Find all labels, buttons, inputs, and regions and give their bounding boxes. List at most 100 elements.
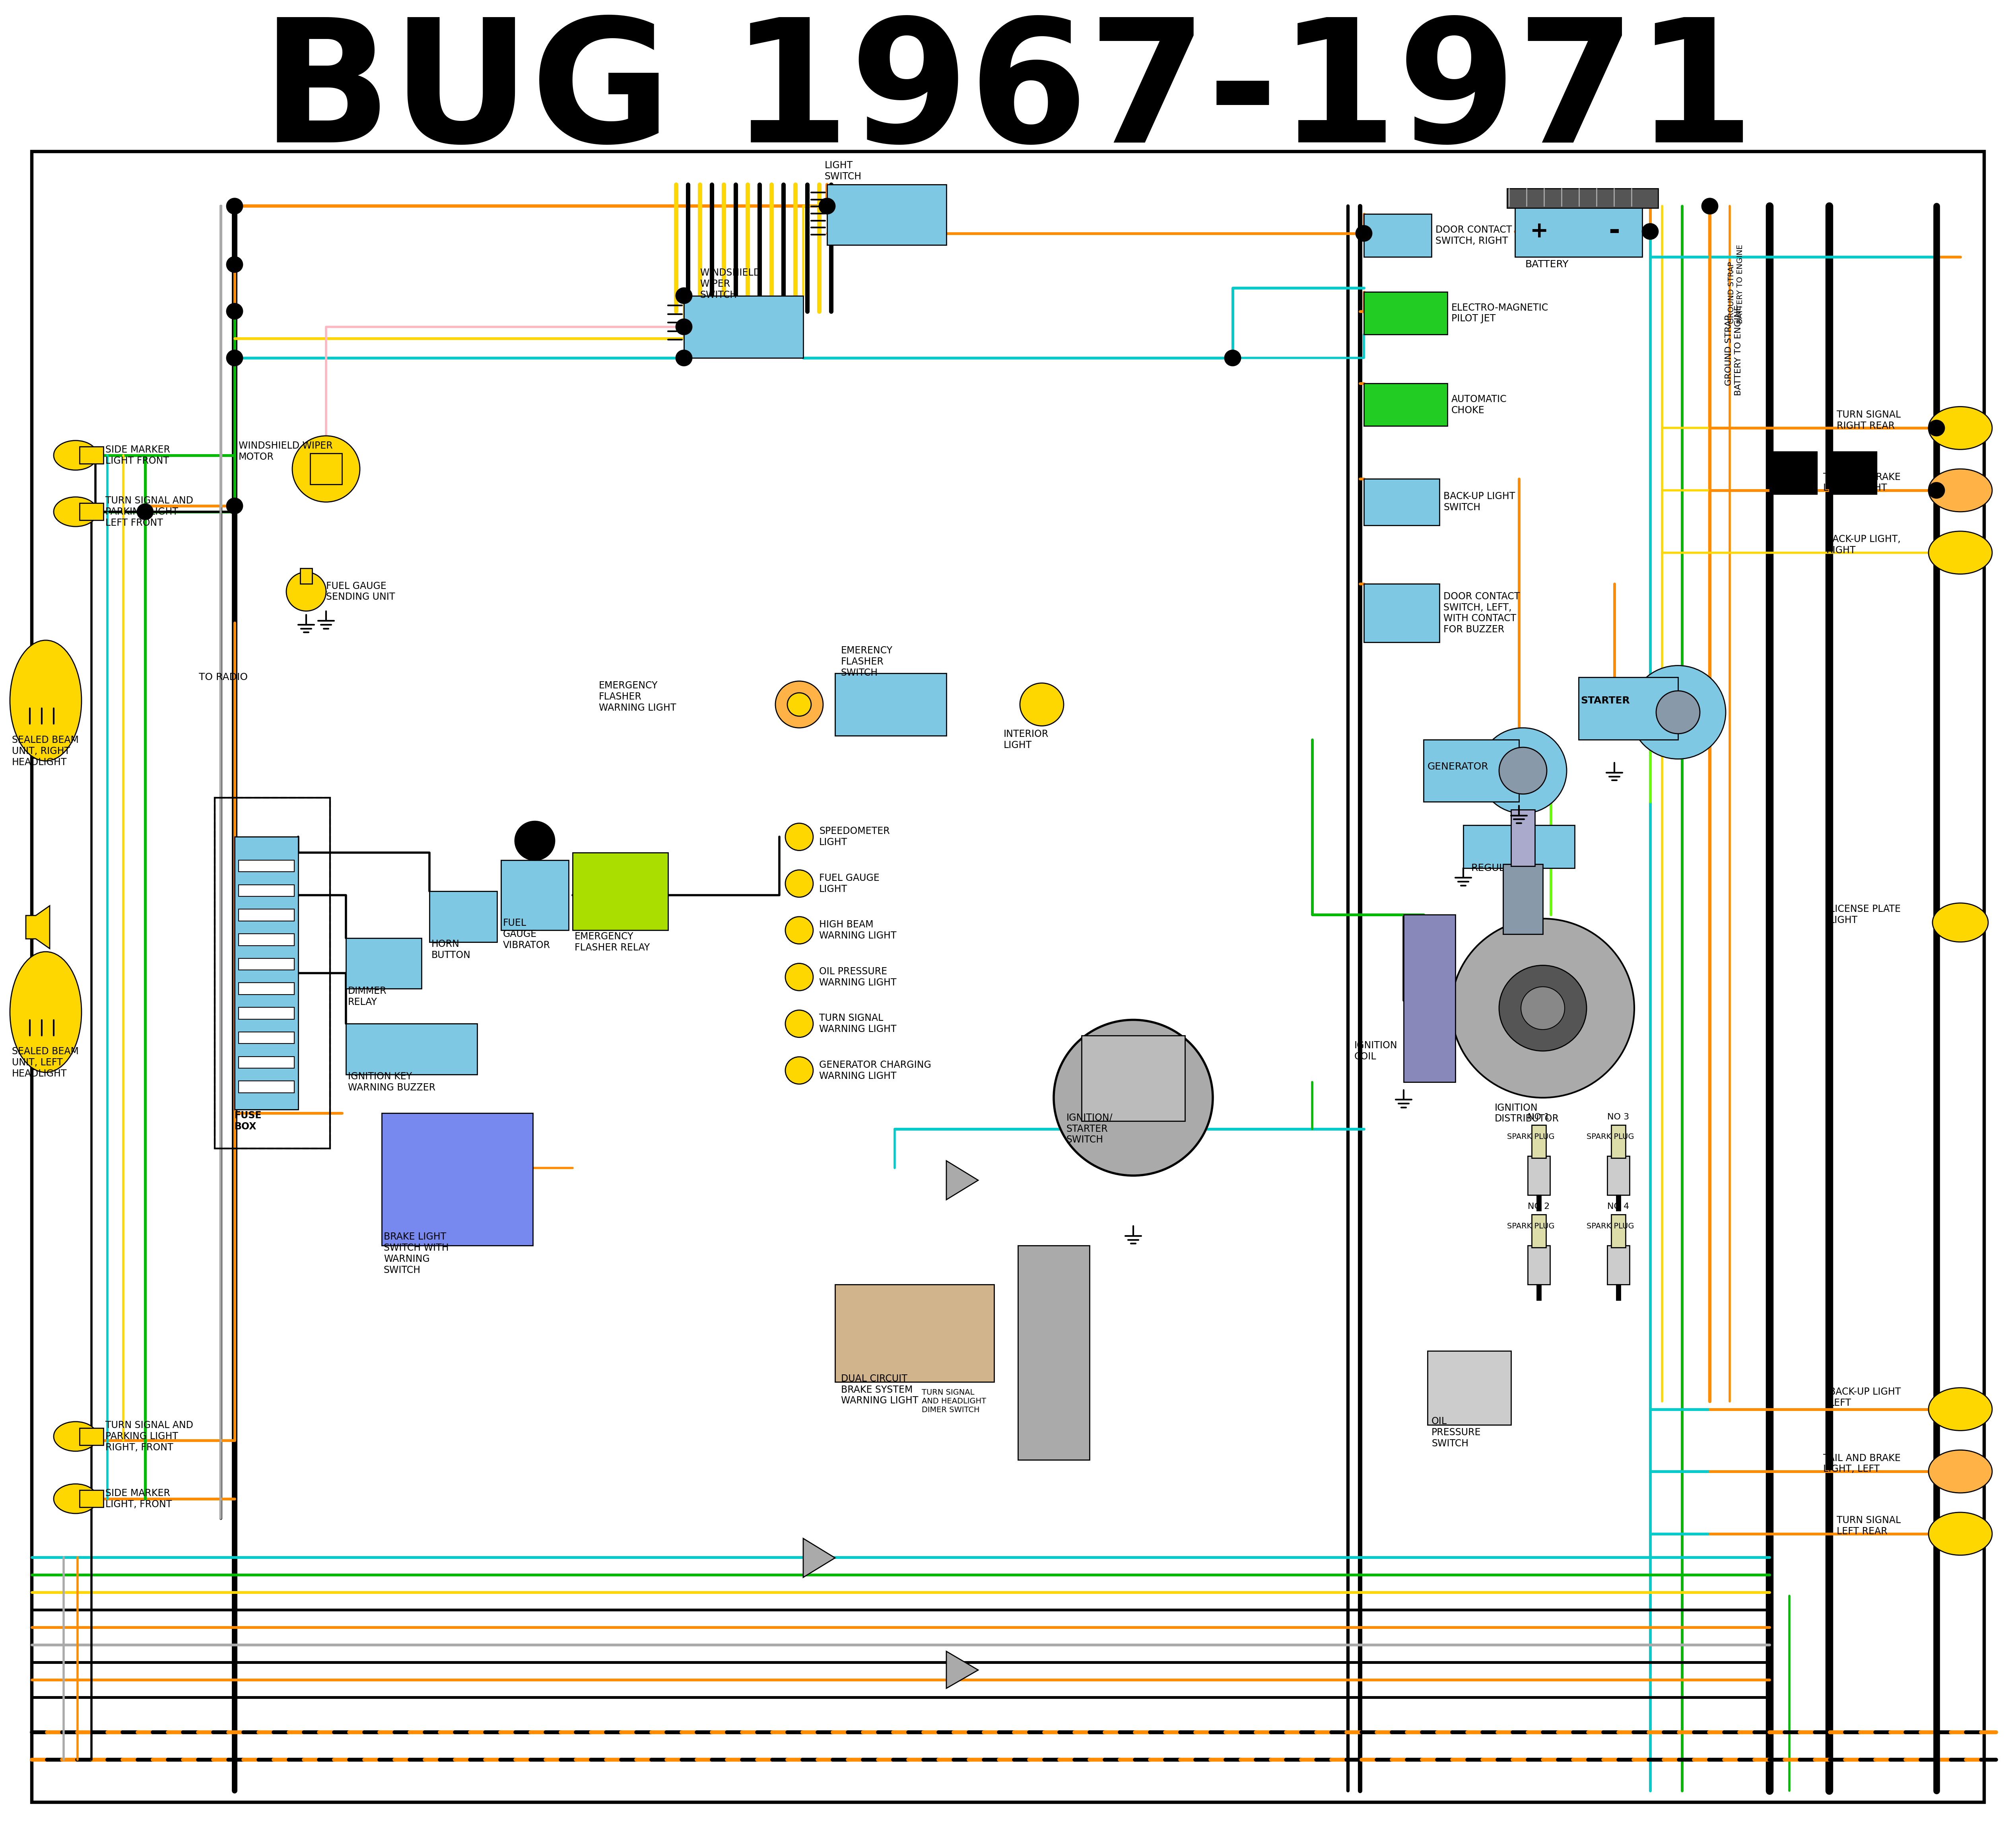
Text: TURN SIGNAL AND
PARKING LIGHT
LEFT FRONT: TURN SIGNAL AND PARKING LIGHT LEFT FRONT	[105, 497, 194, 528]
Text: TURN SIGNAL
RIGHT REAR: TURN SIGNAL RIGHT REAR	[1837, 410, 1901, 430]
Text: LIGHT
SWITCH: LIGHT SWITCH	[825, 161, 861, 181]
FancyBboxPatch shape	[1607, 1246, 1629, 1285]
Text: IGNITION
DISTRIBUTOR: IGNITION DISTRIBUTOR	[1494, 1102, 1558, 1124]
Text: FUEL GAUGE
SENDING UNIT: FUEL GAUGE SENDING UNIT	[327, 581, 395, 602]
Text: ELECTRO-MAGNETIC
PILOT JET: ELECTRO-MAGNETIC PILOT JET	[1452, 303, 1548, 323]
Text: IGNITION/
STARTER
SWITCH: IGNITION/ STARTER SWITCH	[1066, 1113, 1113, 1145]
FancyBboxPatch shape	[238, 1008, 294, 1019]
Text: SEALED BEAM
UNIT, RIGHT
HEADLIGHT: SEALED BEAM UNIT, RIGHT HEADLIGHT	[12, 735, 79, 768]
Text: NO 3: NO 3	[1607, 1113, 1629, 1121]
FancyBboxPatch shape	[79, 447, 103, 463]
FancyBboxPatch shape	[1423, 740, 1518, 801]
FancyBboxPatch shape	[1617, 1285, 1621, 1300]
FancyBboxPatch shape	[1617, 1194, 1621, 1211]
Text: +: +	[1530, 222, 1548, 242]
Text: FUEL GAUGE
LIGHT: FUEL GAUGE LIGHT	[818, 873, 879, 893]
FancyBboxPatch shape	[1081, 1036, 1185, 1121]
FancyBboxPatch shape	[429, 892, 498, 941]
Text: SPARK PLUG: SPARK PLUG	[1508, 1133, 1554, 1141]
Text: DUAL CIRCUIT
BRAKE SYSTEM
WARNING LIGHT: DUAL CIRCUIT BRAKE SYSTEM WARNING LIGHT	[841, 1373, 919, 1405]
FancyBboxPatch shape	[381, 1113, 532, 1246]
Text: SPARK PLUG: SPARK PLUG	[1508, 1222, 1554, 1229]
FancyBboxPatch shape	[1528, 1156, 1550, 1194]
Ellipse shape	[1929, 1512, 1992, 1554]
Text: GENERATOR: GENERATOR	[1427, 762, 1488, 772]
Circle shape	[1643, 223, 1657, 240]
FancyBboxPatch shape	[238, 884, 294, 897]
FancyBboxPatch shape	[238, 860, 294, 871]
Circle shape	[226, 498, 242, 513]
Text: TAIL AND BRAKE
LIGHT, RIGHT: TAIL AND BRAKE LIGHT, RIGHT	[1822, 473, 1901, 493]
Text: LICENSE PLATE
LIGHT: LICENSE PLATE LIGHT	[1829, 905, 1901, 925]
Text: DOOR CONTACT
SWITCH, LEFT,
WITH CONTACT
FOR BUZZER: DOOR CONTACT SWITCH, LEFT, WITH CONTACT …	[1443, 591, 1520, 635]
Polygon shape	[802, 1538, 835, 1576]
FancyBboxPatch shape	[1579, 677, 1677, 740]
FancyBboxPatch shape	[683, 295, 802, 358]
FancyBboxPatch shape	[835, 674, 946, 735]
Circle shape	[292, 436, 361, 502]
Text: EMERGENCY
FLASHER RELAY: EMERGENCY FLASHER RELAY	[575, 932, 649, 953]
Text: BACK-UP LIGHT,
RIGHT: BACK-UP LIGHT, RIGHT	[1826, 535, 1901, 556]
Text: SPEEDOMETER
LIGHT: SPEEDOMETER LIGHT	[818, 827, 889, 847]
Ellipse shape	[1929, 1388, 1992, 1431]
Text: EMERENCY
FLASHER
SWITCH: EMERENCY FLASHER SWITCH	[841, 646, 893, 677]
Text: SIDE MARKER
LIGHT, FRONT: SIDE MARKER LIGHT, FRONT	[105, 1488, 171, 1508]
Circle shape	[1224, 351, 1240, 366]
Text: IGNITION
COIL: IGNITION COIL	[1355, 1041, 1397, 1061]
Ellipse shape	[10, 953, 81, 1073]
FancyBboxPatch shape	[1403, 916, 1456, 1082]
FancyBboxPatch shape	[1427, 1351, 1512, 1425]
Circle shape	[776, 681, 823, 727]
Circle shape	[1020, 683, 1064, 725]
Circle shape	[1631, 666, 1726, 759]
Text: TURN SIGNAL
WARNING LIGHT: TURN SIGNAL WARNING LIGHT	[818, 1013, 897, 1034]
Circle shape	[1452, 919, 1635, 1098]
FancyBboxPatch shape	[238, 1032, 294, 1043]
Circle shape	[786, 917, 812, 943]
FancyBboxPatch shape	[573, 853, 667, 930]
Circle shape	[514, 821, 554, 860]
Text: INTERIOR
LIGHT: INTERIOR LIGHT	[1004, 729, 1048, 749]
Text: BATTERY: BATTERY	[1524, 260, 1568, 270]
FancyBboxPatch shape	[79, 1427, 103, 1445]
FancyBboxPatch shape	[1528, 1246, 1550, 1285]
Circle shape	[786, 823, 812, 851]
Circle shape	[675, 288, 691, 303]
Circle shape	[1054, 1019, 1214, 1176]
FancyBboxPatch shape	[310, 454, 343, 484]
Text: HIGH BEAM
WARNING LIGHT: HIGH BEAM WARNING LIGHT	[818, 919, 897, 941]
Text: TO RADIO: TO RADIO	[200, 672, 248, 681]
Circle shape	[1500, 748, 1546, 794]
FancyBboxPatch shape	[1532, 1124, 1546, 1157]
FancyBboxPatch shape	[1829, 452, 1877, 495]
Text: WINDSHIELD WIPER
MOTOR: WINDSHIELD WIPER MOTOR	[238, 441, 333, 462]
FancyBboxPatch shape	[238, 934, 294, 945]
Circle shape	[1480, 727, 1566, 814]
Text: STARTER: STARTER	[1581, 696, 1629, 705]
Circle shape	[226, 198, 242, 214]
Circle shape	[786, 964, 812, 991]
FancyBboxPatch shape	[79, 504, 103, 521]
Circle shape	[788, 692, 810, 716]
Text: NO 4: NO 4	[1607, 1204, 1629, 1211]
Circle shape	[818, 198, 835, 214]
Ellipse shape	[1929, 469, 1992, 511]
Text: DOOR CONTACT
SWITCH, RIGHT: DOOR CONTACT SWITCH, RIGHT	[1435, 225, 1512, 246]
FancyBboxPatch shape	[1770, 452, 1816, 495]
FancyBboxPatch shape	[1607, 1156, 1629, 1194]
Text: BRAKE LIGHT
SWITCH WITH
WARNING
SWITCH: BRAKE LIGHT SWITCH WITH WARNING SWITCH	[383, 1231, 450, 1276]
FancyBboxPatch shape	[1536, 1285, 1540, 1300]
FancyBboxPatch shape	[835, 1285, 994, 1383]
Text: FUEL
GAUGE
VIBRATOR: FUEL GAUGE VIBRATOR	[504, 917, 550, 951]
Text: DIMMER
RELAY: DIMMER RELAY	[349, 986, 387, 1006]
FancyBboxPatch shape	[238, 910, 294, 921]
Text: NO 1: NO 1	[1528, 1113, 1550, 1121]
Text: SEALED BEAM
UNIT, LEFT
HEADLIGHT: SEALED BEAM UNIT, LEFT HEADLIGHT	[12, 1047, 79, 1078]
FancyBboxPatch shape	[1464, 825, 1574, 868]
Circle shape	[675, 319, 691, 334]
FancyBboxPatch shape	[238, 1056, 294, 1069]
FancyBboxPatch shape	[1508, 188, 1657, 209]
Text: GENERATOR CHARGING
WARNING LIGHT: GENERATOR CHARGING WARNING LIGHT	[818, 1060, 931, 1080]
Circle shape	[226, 351, 242, 366]
FancyBboxPatch shape	[300, 569, 312, 583]
